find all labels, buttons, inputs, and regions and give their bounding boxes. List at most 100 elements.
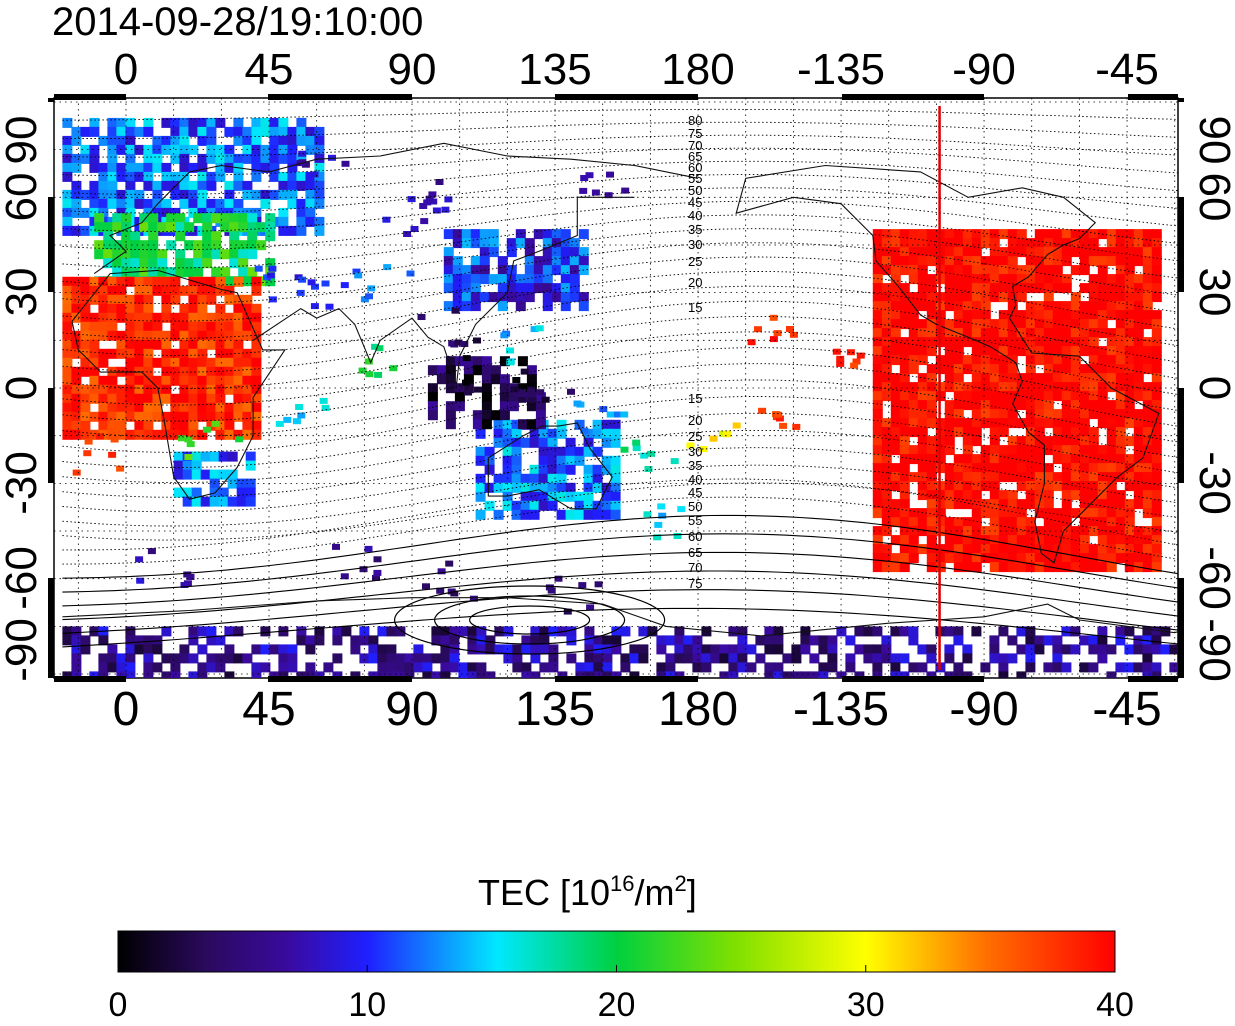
- tec-cell: [610, 509, 621, 520]
- tec-cell: [1079, 562, 1090, 573]
- tec-cell: [161, 294, 172, 305]
- tec-cell: [233, 357, 244, 368]
- tec-cell: [998, 544, 1009, 555]
- tec-cell: [872, 562, 883, 573]
- tec-cell: [188, 671, 199, 678]
- tec-cell: [72, 469, 81, 476]
- tec-cell: [251, 357, 262, 368]
- tec-cell: [451, 307, 460, 314]
- tec-cell: [107, 348, 118, 359]
- tec-cell: [98, 303, 109, 314]
- tec-cell: [511, 500, 522, 511]
- tec-cell: [998, 265, 1009, 276]
- tec-cell: [1007, 517, 1018, 528]
- tec-cell: [278, 662, 289, 673]
- tec-cell: [298, 276, 307, 283]
- tec-cell: [116, 126, 127, 137]
- tec-cell: [1151, 472, 1162, 483]
- tec-cell: [971, 562, 982, 573]
- tec-cell: [890, 562, 901, 573]
- tec-cell: [463, 356, 474, 367]
- tec-cell: [202, 231, 213, 242]
- tec-cell: [1007, 418, 1018, 429]
- tec-cell: [980, 238, 991, 249]
- tec-cell: [962, 301, 973, 312]
- tec-cell: [709, 435, 718, 442]
- tec-cell: [233, 276, 244, 287]
- tec-cell: [470, 301, 481, 312]
- tec-cell: [449, 644, 460, 655]
- tec-cell: [1151, 238, 1162, 249]
- tec-cell: [215, 348, 226, 359]
- tec-cell: [1097, 355, 1108, 366]
- tec-cell: [1151, 671, 1162, 678]
- tec-cell: [1088, 454, 1099, 465]
- tec-cell: [1088, 391, 1099, 402]
- tec-cell: [872, 256, 883, 267]
- tec-cell: [197, 671, 208, 678]
- tec-cell: [515, 301, 526, 312]
- tec-cell: [202, 213, 213, 224]
- tec-cell: [926, 562, 937, 573]
- tec-cell: [71, 276, 82, 287]
- tec-cell: [1079, 346, 1090, 357]
- tec-cell: [944, 256, 955, 267]
- tec-cell: [547, 491, 558, 502]
- map-title: 2014-09-28/19:10:00: [52, 0, 423, 44]
- tec-cell: [107, 276, 118, 287]
- tec-cell: [701, 653, 712, 664]
- tec-cell: [899, 409, 910, 420]
- tec-cell: [1016, 229, 1027, 240]
- tec-cell: [1088, 481, 1099, 492]
- tec-cell: [98, 162, 109, 173]
- tec-cell: [1124, 256, 1135, 267]
- tec-cell: [71, 312, 82, 323]
- tec-cell: [998, 364, 1009, 375]
- tec-cell: [359, 653, 370, 664]
- tec-cell: [1124, 328, 1135, 339]
- tec-cell: [460, 341, 469, 347]
- tec-cell: [179, 384, 190, 395]
- tec-cell: [593, 635, 604, 646]
- tec-cell: [494, 626, 505, 637]
- tec-cell: [908, 292, 919, 303]
- tec-cell: [998, 382, 1009, 393]
- tec-cell: [260, 626, 271, 637]
- tec-cell: [251, 189, 262, 200]
- tec-cell: [971, 328, 982, 339]
- tec-cell: [94, 249, 105, 260]
- tec-cell: [980, 229, 991, 240]
- tec-cell: [998, 671, 1009, 678]
- tec-cell: [161, 393, 172, 404]
- tec-cell: [1061, 490, 1072, 501]
- tec-cell: [206, 180, 217, 191]
- tec-cell: [184, 222, 195, 233]
- tec-cell: [62, 429, 73, 440]
- tec-cell: [989, 472, 1000, 483]
- tec-cell: [584, 671, 595, 678]
- tec-cell: [251, 171, 262, 182]
- tec-cell: [653, 534, 662, 541]
- contour-label: 20: [688, 413, 702, 428]
- tec-cell: [1097, 247, 1108, 258]
- tec-cell: [899, 526, 910, 537]
- tec-cell: [377, 653, 388, 664]
- tec-cell: [62, 671, 73, 678]
- tec-cell: [161, 653, 172, 664]
- tec-cell: [520, 500, 531, 511]
- tec-cell: [161, 411, 172, 422]
- tec-cell: [1043, 553, 1054, 564]
- tec-cell: [1079, 283, 1090, 294]
- tec-cell: [395, 653, 406, 664]
- tec-cell: [62, 339, 73, 350]
- tec-cell: [1034, 247, 1045, 258]
- tec-cell: [62, 153, 73, 164]
- tec-cell: [443, 274, 454, 285]
- tec-cell: [872, 346, 883, 357]
- tec-cell: [368, 671, 379, 678]
- tec-cell: [1043, 319, 1054, 330]
- tec-cell: [332, 635, 343, 646]
- tec-cell: [125, 375, 136, 386]
- tec-cell: [899, 436, 910, 447]
- tec-cell: [611, 626, 622, 637]
